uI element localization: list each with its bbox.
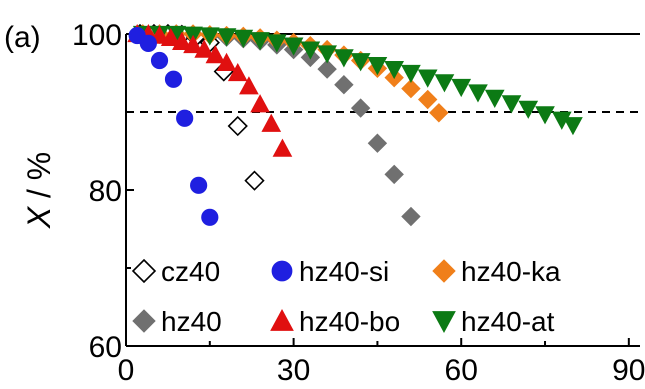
legend-entry-hz40-at: hz40-at [432, 306, 555, 337]
data-point-hz40-bo [227, 62, 248, 82]
data-point-hz40 [401, 206, 421, 227]
data-point-hz40-at [484, 89, 505, 109]
legend-marker-cz40 [131, 258, 157, 284]
legend-label-hz40-si: hz40-si [299, 256, 389, 287]
legend-entry-hz40-ka: hz40-ka [432, 256, 561, 287]
y-tick-label: 100 [72, 19, 122, 52]
data-point-hz40-at [563, 117, 583, 136]
legend-label-hz40-at: hz40-at [461, 306, 555, 337]
data-point-cz40 [244, 170, 265, 191]
legend-marker-hz40-si [271, 260, 293, 282]
data-point-hz40-at [384, 60, 405, 80]
x-tick-label: 60 [445, 354, 478, 387]
legend: cz40 hz40-si hz40-ka hz40 hz40-bo hz40-at [131, 256, 561, 337]
data-point-hz40-at [334, 49, 354, 68]
panel-label: (a) [4, 21, 41, 54]
data-point-hz40-at [216, 28, 237, 47]
data-point-hz40-at [350, 53, 371, 72]
data-point-hz40-ka [417, 89, 438, 110]
data-point-hz40-ka [429, 103, 449, 123]
y-tick-label: 60 [89, 331, 122, 364]
x-tick-label: 90 [612, 354, 645, 387]
data-point-hz40-bo [183, 34, 203, 54]
y-tick-label: 80 [89, 175, 122, 208]
data-point-hz40-si [176, 109, 194, 127]
data-point-hz40-at [267, 34, 287, 53]
data-point-hz40-bo [205, 45, 226, 64]
data-point-hz40-si [150, 51, 169, 70]
data-point-hz40 [384, 164, 404, 185]
data-point-hz40-at [401, 64, 421, 84]
data-point-hz40 [317, 59, 337, 79]
data-point-hz40-at [417, 69, 438, 88]
y-axis-label: X / % [21, 152, 57, 229]
legend-marker-hz40 [132, 309, 156, 333]
series-hz40-at [132, 25, 583, 136]
data-point-hz40-bo [172, 31, 192, 50]
y-axis-label-symbol: X [21, 205, 57, 229]
data-point-hz40-at [233, 29, 254, 48]
data-point-hz40-bo [160, 27, 181, 47]
data-point-hz40-at [501, 95, 522, 114]
legend-label-hz40-ka: hz40-ka [461, 256, 561, 287]
legend-marker-hz40-bo [270, 308, 294, 331]
legend-marker-hz40-ka [432, 259, 456, 283]
legend-entry-hz40-si: hz40-si [271, 256, 389, 287]
legend-label-cz40: cz40 [161, 256, 220, 287]
x-tick-label: 0 [118, 354, 135, 387]
data-point-hz40-at [518, 100, 539, 119]
data-point-hz40-at [434, 74, 455, 93]
data-point-hz40-at [468, 84, 488, 103]
data-point-hz40-at [199, 27, 220, 46]
data-point-hz40-at [300, 41, 321, 60]
data-point-hz40-bo [194, 39, 215, 58]
data-point-hz40-bo [261, 113, 282, 132]
data-point-hz40 [350, 98, 371, 118]
data-point-hz40-at [250, 32, 270, 51]
data-point-hz40-at [535, 106, 555, 125]
legend-entry-hz40-bo: hz40-bo [270, 306, 400, 337]
series-hz40-si [128, 26, 219, 226]
legend-label-hz40: hz40 [161, 306, 222, 337]
data-point-hz40-si [190, 176, 208, 194]
data-point-hz40-bo [272, 138, 293, 157]
legend-marker-hz40-at [432, 311, 456, 334]
data-point-hz40-si [201, 208, 219, 226]
data-point-hz40-ka [401, 78, 421, 99]
data-point-hz40-bo [250, 94, 270, 113]
x-tick-label: 30 [277, 354, 310, 387]
data-point-hz40-bo [239, 76, 259, 95]
y-axis-label-unit: / % [21, 152, 57, 207]
data-point-hz40-si [139, 34, 157, 52]
data-point-hz40-at [283, 37, 304, 56]
series-hz40-bo [127, 23, 293, 157]
legend-entry-hz40: hz40 [132, 306, 222, 337]
data-point-hz40-si [164, 70, 183, 88]
data-point-hz40 [334, 74, 354, 95]
tick-label-group: 0 30 60 90 60 80 100 [72, 19, 645, 387]
data-point-hz40-bo [216, 52, 237, 72]
legend-label-hz40-bo: hz40-bo [299, 306, 400, 337]
data-point-hz40-at [367, 57, 388, 76]
data-point-cz40 [227, 115, 248, 137]
series-group [127, 23, 583, 227]
data-point-hz40 [367, 133, 388, 153]
data-point-hz40-at [317, 45, 337, 64]
legend-entry-cz40: cz40 [131, 256, 220, 287]
data-point-hz40-at [451, 78, 472, 98]
